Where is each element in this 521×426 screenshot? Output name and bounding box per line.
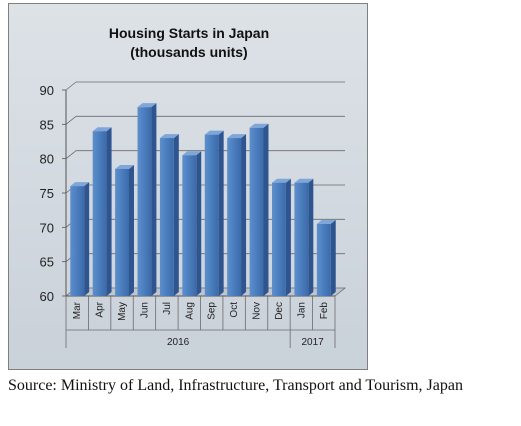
bar	[182, 155, 197, 296]
x-tick-label: May	[117, 302, 128, 321]
bar	[204, 134, 219, 296]
bar	[115, 168, 129, 296]
y-tick-label: 70	[40, 220, 54, 235]
bar-top	[204, 130, 224, 135]
bar	[137, 107, 152, 297]
x-tick-label: Apr	[95, 301, 106, 317]
bar-top	[137, 103, 157, 108]
year-group-label: 2017	[301, 337, 324, 348]
x-tick-label: Mar	[72, 301, 83, 319]
bar	[92, 131, 107, 296]
gridline-diagonal	[65, 81, 77, 91]
y-tick-label: 65	[40, 255, 54, 270]
bar-top	[159, 134, 179, 139]
x-tick-label: Feb	[319, 302, 330, 320]
bar-side	[173, 134, 179, 296]
bar-side	[106, 127, 112, 296]
axis-labels: 60 65 70 75 80 85 90 Mar Apr May Jun Jul Aug Sep Oct No…	[40, 83, 330, 348]
bar-side	[151, 103, 157, 297]
bar-top	[70, 182, 90, 187]
gridline-diagonal	[65, 150, 77, 159]
bar-top	[272, 178, 291, 183]
bar-side	[128, 164, 134, 296]
chart-title: Housing Starts in Japan	[109, 25, 269, 41]
y-tick-label: 90	[40, 83, 54, 98]
y-tick-label: 80	[40, 152, 54, 167]
bar	[70, 186, 85, 296]
gridline-diagonal	[65, 116, 77, 125]
x-tick-label: Jan	[296, 302, 307, 318]
x-tick-label: Dec	[274, 302, 285, 320]
chart-frame: Housing Starts in Japan (thousands units…	[8, 3, 368, 370]
y-tick-label: 75	[40, 186, 54, 201]
x-tick-label: Aug	[184, 302, 195, 320]
bar-top	[249, 123, 269, 128]
axes	[62, 89, 336, 348]
housing-starts-chart: Housing Starts in Japan (thousands units…	[40, 25, 347, 348]
bars	[70, 103, 336, 297]
bar-top	[227, 134, 247, 139]
bar-side	[196, 151, 202, 296]
x-tick-label: Jun	[139, 302, 150, 318]
x-tick-label: Oct	[229, 302, 240, 318]
bar-top	[294, 178, 314, 183]
bar-side	[285, 178, 291, 296]
bar	[272, 182, 286, 296]
bar-side	[241, 134, 247, 296]
bar	[249, 127, 264, 297]
bar-side	[84, 182, 90, 296]
y-tick-label: 60	[40, 289, 54, 304]
bar-side	[330, 219, 336, 296]
bar	[316, 223, 331, 296]
bar	[294, 182, 309, 296]
y-tick-label: 85	[40, 117, 54, 132]
bar-side	[263, 123, 269, 297]
bar-top	[92, 127, 112, 132]
bar-side	[218, 130, 224, 296]
bar	[227, 138, 242, 296]
x-tick-label: Jul	[162, 302, 173, 315]
year-group-label: 2016	[167, 337, 190, 348]
x-tick-label: Nov	[252, 302, 263, 320]
source-note: Source: Ministry of Land, Infrastructure…	[8, 377, 463, 394]
bar-top	[115, 164, 134, 169]
bar-side	[308, 178, 314, 296]
chart-subtitle: (thousands units)	[130, 44, 247, 60]
bar	[159, 138, 174, 296]
bar-top	[316, 219, 336, 224]
x-tick-label: Sep	[207, 302, 218, 320]
bar-top	[182, 151, 202, 156]
